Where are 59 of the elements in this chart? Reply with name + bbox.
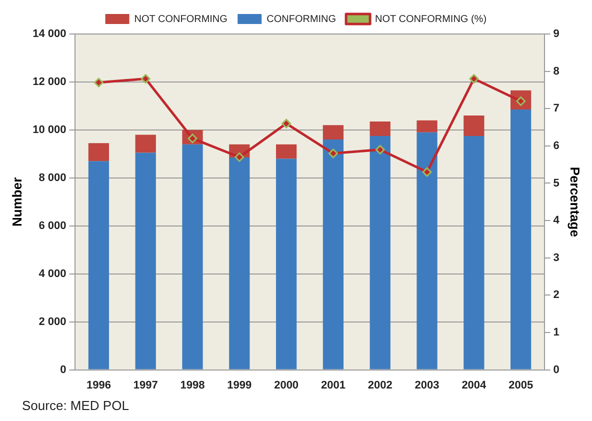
y2-tick-label: 6	[553, 140, 560, 152]
y-tick-label: 0	[60, 364, 66, 376]
x-tick-label: 2004	[462, 379, 488, 392]
bar	[370, 122, 390, 136]
x-tick-label: 2000	[274, 379, 299, 392]
bar	[464, 136, 484, 370]
bar	[416, 132, 438, 370]
x-tick-label: 1998	[180, 379, 205, 392]
bar	[276, 158, 297, 370]
source-note: Source: MED POL	[22, 398, 129, 413]
point	[328, 148, 338, 158]
bar	[322, 140, 344, 370]
x-tick-label: 1997	[133, 379, 158, 392]
point	[140, 74, 150, 84]
x-tick-label: 1999	[227, 379, 252, 392]
x-tick-label: 2001	[320, 379, 346, 392]
x-tick-label: 2002	[368, 379, 392, 392]
bar	[88, 161, 110, 370]
bar	[510, 110, 532, 370]
y2-tick-label: 3	[553, 252, 560, 264]
y2-tick-label: 7	[553, 102, 560, 115]
bar	[464, 116, 484, 136]
y2-tick-label: 9	[553, 28, 560, 40]
y2-tick-label: 0	[553, 364, 560, 376]
point	[234, 152, 244, 162]
y-tick-label: 8 000	[38, 172, 66, 184]
y-tick-label: 2 000	[38, 316, 66, 328]
y2-tick-label: 5	[553, 177, 560, 190]
x-tick-label: 1996	[86, 379, 111, 392]
x-tick-label: 2003	[414, 379, 440, 392]
y-tick-label: 10 000	[32, 124, 66, 136]
y-tick-label: 14 000	[32, 28, 66, 40]
y-axis-title: Number	[9, 177, 24, 226]
y2-tick-label: 4	[553, 214, 560, 227]
point	[422, 167, 432, 177]
y2-axis-title: Percentage	[568, 166, 583, 237]
point	[94, 78, 104, 88]
legend-label: CONFORMING	[266, 14, 336, 25]
y2-tick-label: 1	[553, 326, 560, 339]
point	[469, 74, 479, 84]
bar	[322, 125, 344, 140]
point	[282, 118, 292, 128]
bar	[276, 144, 297, 159]
point	[375, 144, 385, 154]
y-tick-label: 4 000	[38, 268, 66, 280]
bar	[416, 120, 438, 132]
y-tick-label: 12 000	[32, 76, 66, 88]
legend-label: NOT CONFORMING	[134, 14, 228, 25]
bar	[182, 144, 203, 370]
y2-tick-label: 2	[553, 289, 560, 302]
legend-label: NOT CONFORMING (%)	[375, 14, 487, 25]
bar	[370, 136, 390, 370]
bar	[88, 143, 110, 162]
y2-tick-label: 8	[553, 65, 560, 78]
bar	[135, 134, 156, 153]
bar	[229, 158, 250, 370]
x-tick-label: 2005	[508, 379, 534, 392]
bar	[135, 152, 156, 370]
y-tick-label: 6 000	[38, 220, 66, 232]
